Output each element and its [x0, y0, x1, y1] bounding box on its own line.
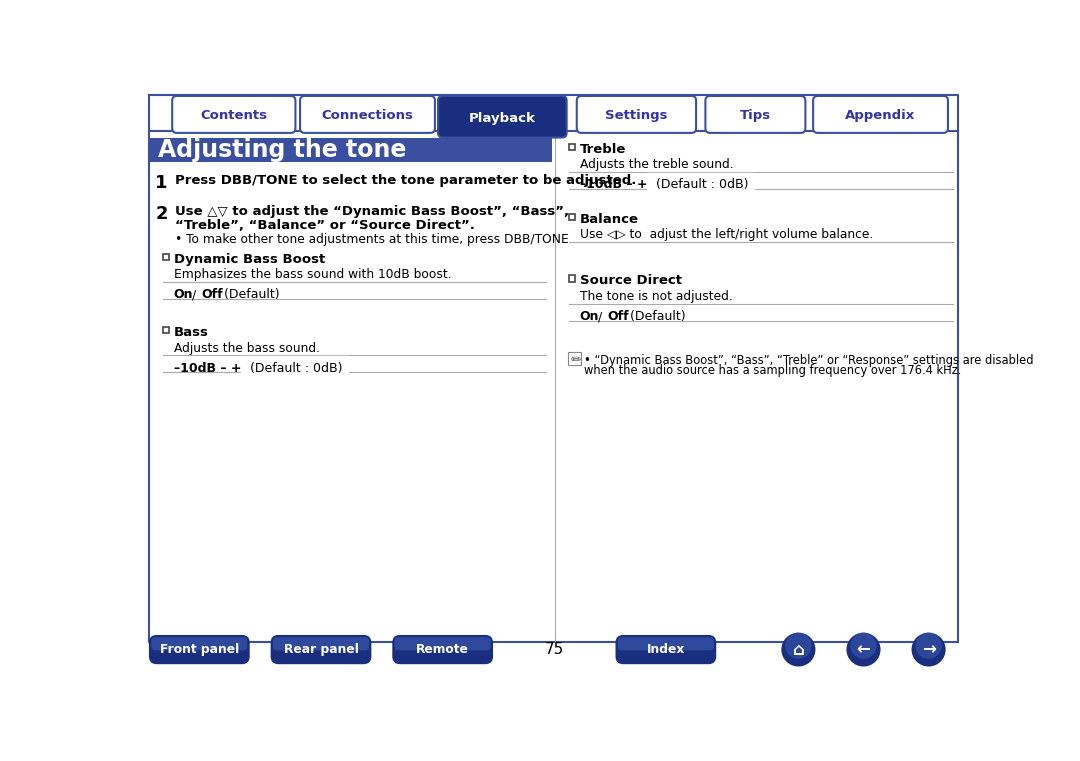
Bar: [163, 327, 170, 333]
Text: ✏: ✏: [570, 353, 582, 367]
Circle shape: [850, 632, 877, 659]
Text: Treble: Treble: [580, 142, 626, 155]
Text: Index: Index: [647, 643, 685, 656]
Text: Source Direct: Source Direct: [580, 274, 681, 287]
Circle shape: [781, 632, 815, 667]
FancyBboxPatch shape: [618, 637, 714, 651]
Text: Press DBB/TONE to select the tone parameter to be adjusted.: Press DBB/TONE to select the tone parame…: [175, 174, 637, 186]
FancyBboxPatch shape: [394, 637, 490, 651]
Text: On: On: [174, 288, 193, 301]
FancyBboxPatch shape: [172, 96, 296, 133]
Text: 75: 75: [544, 642, 564, 657]
Text: Emphasizes the bass sound with 10dB boost.: Emphasizes the bass sound with 10dB boos…: [174, 269, 451, 282]
Text: –10dB – +10dB: –10dB – +10dB: [580, 178, 684, 191]
Text: when the audio source has a sampling frequency over 176.4 kHz.: when the audio source has a sampling fre…: [584, 364, 962, 377]
Text: Contents: Contents: [200, 110, 268, 123]
Text: • To make other tone adjustments at this time, press DBB/TONE.: • To make other tone adjustments at this…: [175, 233, 572, 246]
Bar: [163, 253, 170, 260]
Text: • “Dynamic Bass Boost”, “Bass”, “Treble” or “Response” settings are disabled: • “Dynamic Bass Boost”, “Bass”, “Treble”…: [584, 354, 1034, 367]
FancyBboxPatch shape: [577, 96, 697, 133]
Circle shape: [785, 632, 811, 659]
FancyBboxPatch shape: [616, 635, 716, 664]
Text: Dynamic Bass Boost: Dynamic Bass Boost: [174, 253, 325, 266]
Text: ←: ←: [856, 641, 870, 658]
Text: Adjusts the bass sound.: Adjusts the bass sound.: [174, 342, 320, 355]
Text: –10dB – +10dB: –10dB – +10dB: [174, 361, 278, 374]
Text: 1: 1: [156, 174, 167, 192]
Text: Adjusts the treble sound.: Adjusts the treble sound.: [580, 158, 733, 171]
Circle shape: [847, 632, 880, 667]
Text: Off: Off: [202, 288, 224, 301]
Bar: [569, 275, 576, 282]
Text: Settings: Settings: [605, 110, 667, 123]
Text: →: →: [921, 641, 935, 658]
Text: (Default : 0dB): (Default : 0dB): [652, 178, 748, 191]
Text: The tone is not adjusted.: The tone is not adjusted.: [580, 290, 732, 303]
FancyBboxPatch shape: [813, 96, 948, 133]
Text: Balance: Balance: [580, 212, 639, 226]
Text: 2: 2: [156, 205, 167, 223]
Text: Playback: Playback: [469, 112, 536, 125]
Text: Use △▽ to adjust the “Dynamic Bass Boost”, “Bass”,: Use △▽ to adjust the “Dynamic Bass Boost…: [175, 205, 569, 218]
FancyBboxPatch shape: [151, 637, 247, 651]
Text: (Default): (Default): [626, 310, 686, 323]
Circle shape: [912, 632, 946, 667]
FancyBboxPatch shape: [300, 96, 435, 133]
Text: Connections: Connections: [322, 110, 414, 123]
Bar: [568, 352, 581, 365]
Text: Bass: Bass: [174, 326, 208, 339]
Text: Remote: Remote: [416, 643, 469, 656]
Text: /: /: [594, 310, 606, 323]
FancyBboxPatch shape: [438, 96, 567, 138]
Bar: [149, 138, 552, 162]
Bar: [569, 144, 576, 150]
Text: /: /: [188, 288, 200, 301]
Text: “Treble”, “Balance” or “Source Direct”.: “Treble”, “Balance” or “Source Direct”.: [175, 219, 475, 232]
FancyBboxPatch shape: [271, 635, 372, 664]
Text: Appendix: Appendix: [846, 110, 916, 123]
Text: Rear panel: Rear panel: [284, 643, 359, 656]
FancyBboxPatch shape: [149, 635, 249, 664]
FancyBboxPatch shape: [273, 637, 369, 651]
Text: Adjusting the tone: Adjusting the tone: [159, 138, 407, 162]
FancyBboxPatch shape: [705, 96, 806, 133]
Bar: [569, 214, 576, 220]
Text: ⌂: ⌂: [793, 641, 805, 658]
Text: Use ◁▷ to  adjust the left/right volume balance.: Use ◁▷ to adjust the left/right volume b…: [580, 228, 873, 241]
Circle shape: [916, 632, 942, 659]
Text: Tips: Tips: [740, 110, 771, 123]
Text: On: On: [580, 310, 599, 323]
Text: Off: Off: [608, 310, 630, 323]
Text: (Default : 0dB): (Default : 0dB): [246, 361, 342, 374]
FancyBboxPatch shape: [392, 635, 494, 664]
Text: (Default): (Default): [220, 288, 280, 301]
Text: Front panel: Front panel: [160, 643, 239, 656]
